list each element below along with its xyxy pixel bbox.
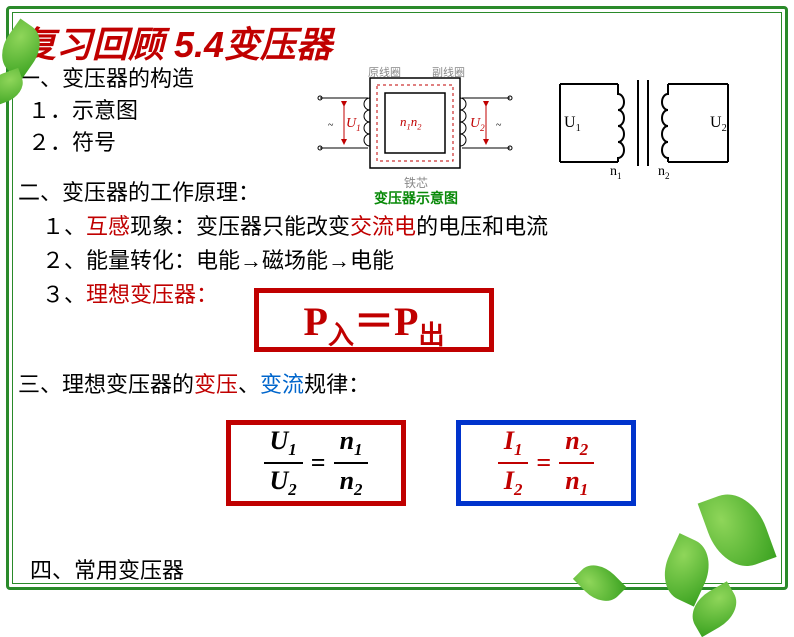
frac-I: I1 I2 xyxy=(498,426,529,500)
frac-U: U1 U2 xyxy=(264,426,303,500)
t: 理想变压器： xyxy=(86,282,218,307)
frac-n: n1 n2 xyxy=(334,426,369,500)
diag-U1: U1 xyxy=(346,116,361,133)
formula-current: I1 I2 = n2 n1 xyxy=(456,420,636,506)
sec1-item2: ２．符号 xyxy=(28,128,116,159)
sec2-line2: ２、能量转化：电能→磁场能→电能 xyxy=(42,246,394,277)
sec2-heading: 二、变压器的工作原理： xyxy=(18,178,260,209)
sec2-line1: １、互感现象：变压器只能改变交流电的电压和电流 xyxy=(42,212,548,243)
page-title: 复习回顾 5.4变压器 xyxy=(20,16,332,68)
sec2-line3: ３、理想变压器： xyxy=(42,280,218,311)
formula-power-text: P入＝P出 xyxy=(304,289,445,352)
formula-voltage: U1 U2 = n1 n2 xyxy=(226,420,406,506)
sym-U1: U1 xyxy=(564,114,581,134)
t: １、 xyxy=(42,214,86,239)
diag-caption: 变压器示意图 xyxy=(374,188,458,208)
svg-text:~: ~ xyxy=(328,120,334,131)
t: ３、 xyxy=(42,282,86,307)
transformer-diagram: ~ ~ 原线圈 副线圈 U1 U2 n1n2 铁芯 变压器示意图 xyxy=(300,60,530,200)
diag-n1n2: n1n2 xyxy=(400,114,421,132)
sym-U2: U2 xyxy=(710,114,727,134)
sec4-heading: 四、常用变压器 xyxy=(30,556,184,587)
sec1-heading: 一、变压器的构造 xyxy=(18,64,194,95)
sym-n1: n1 xyxy=(610,164,622,181)
sec1-item1: １．示意图 xyxy=(28,96,138,127)
t: 交流电 xyxy=(350,214,416,239)
label-secondary: 副线圈 xyxy=(432,64,465,80)
frac-n2: n2 n1 xyxy=(559,426,594,500)
svg-text:~: ~ xyxy=(496,120,502,131)
formula-power: P入＝P出 xyxy=(254,288,494,352)
t: 互感 xyxy=(86,214,130,239)
sym-n2: n2 xyxy=(658,164,670,181)
sec3-heading: 三、理想变压器的变压、变流规律： xyxy=(18,370,370,401)
t: 现象：变压器只能改变 xyxy=(130,214,350,239)
t: 的电压和电流 xyxy=(416,214,548,239)
transformer-symbol: U1 U2 n1 n2 xyxy=(550,72,740,182)
label-primary: 原线圈 xyxy=(368,64,401,80)
diag-U2: U2 xyxy=(470,116,485,133)
